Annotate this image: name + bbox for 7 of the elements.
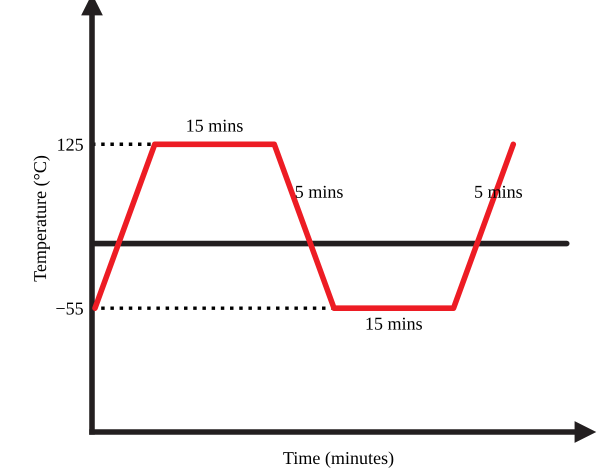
annotation: 15 mins — [366, 318, 422, 330]
annotation: 15 mins — [187, 120, 243, 132]
y-tick-label: −55 — [56, 302, 83, 315]
x-axis-title: Time (minutes) — [283, 451, 394, 468]
y-axis-title: Temperature (°C) — [34, 156, 50, 282]
y-tick-label: 125 — [58, 138, 83, 151]
annotation: 5 mins — [296, 186, 343, 198]
